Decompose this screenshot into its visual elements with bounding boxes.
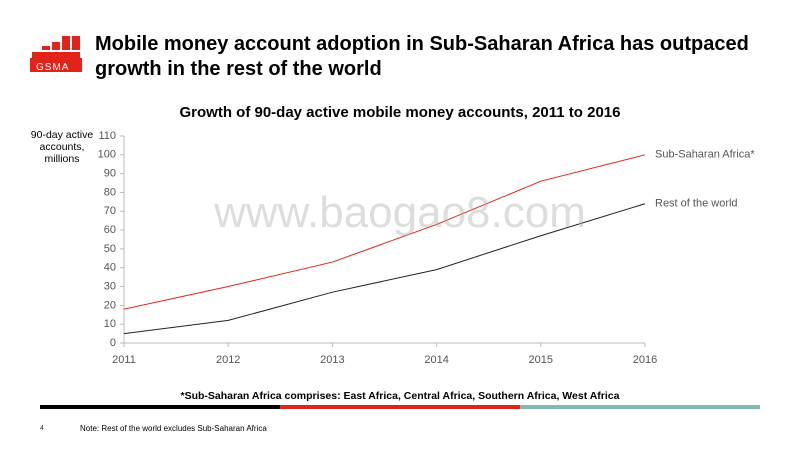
y-tick-label: 70 [104,205,116,217]
watermark: www.baogao8.com [214,188,586,237]
x-tick-label: 2013 [320,354,344,366]
y-tick-label: 100 [98,149,116,161]
y-tick-label: 90 [104,168,116,180]
x-tick-label: 2011 [112,354,136,366]
slide-title: Mobile money account adoption in Sub-Sah… [95,33,749,80]
bar-teal [520,405,760,409]
bar-black [40,405,280,409]
x-tick-label: 2016 [633,354,657,366]
page-number: 4 [40,425,44,432]
y-tick-label: 20 [104,299,116,311]
series-line [123,203,646,335]
y-tick-label: 40 [104,262,116,274]
series-label: Sub-Saharan Africa* [655,149,755,161]
footnote: *Sub-Saharan Africa comprises: East Afri… [180,390,620,402]
x-tick-label: 2012 [216,354,240,366]
series-label: Rest of the world [655,198,738,210]
chart-title: Growth of 90-day active mobile money acc… [179,104,621,121]
note: Note: Rest of the world excludes Sub-Sah… [80,424,267,433]
y-tick-label: 110 [98,130,116,142]
bar-red [280,405,520,409]
y-tick-label: 0 [110,337,116,349]
x-tick-label: 2014 [424,354,448,366]
y-tick-label: 10 [104,318,116,330]
x-tick-label: 2015 [529,354,553,366]
y-tick-label: 60 [104,224,116,236]
y-axis-label: 90-day active accounts, millions [30,129,94,165]
y-tick-label: 80 [104,186,116,198]
y-tick-label: 30 [104,280,116,292]
logo [30,30,82,74]
logo-text: GSMA [36,62,70,73]
series-line [123,154,646,310]
y-tick-label: 50 [104,243,116,255]
